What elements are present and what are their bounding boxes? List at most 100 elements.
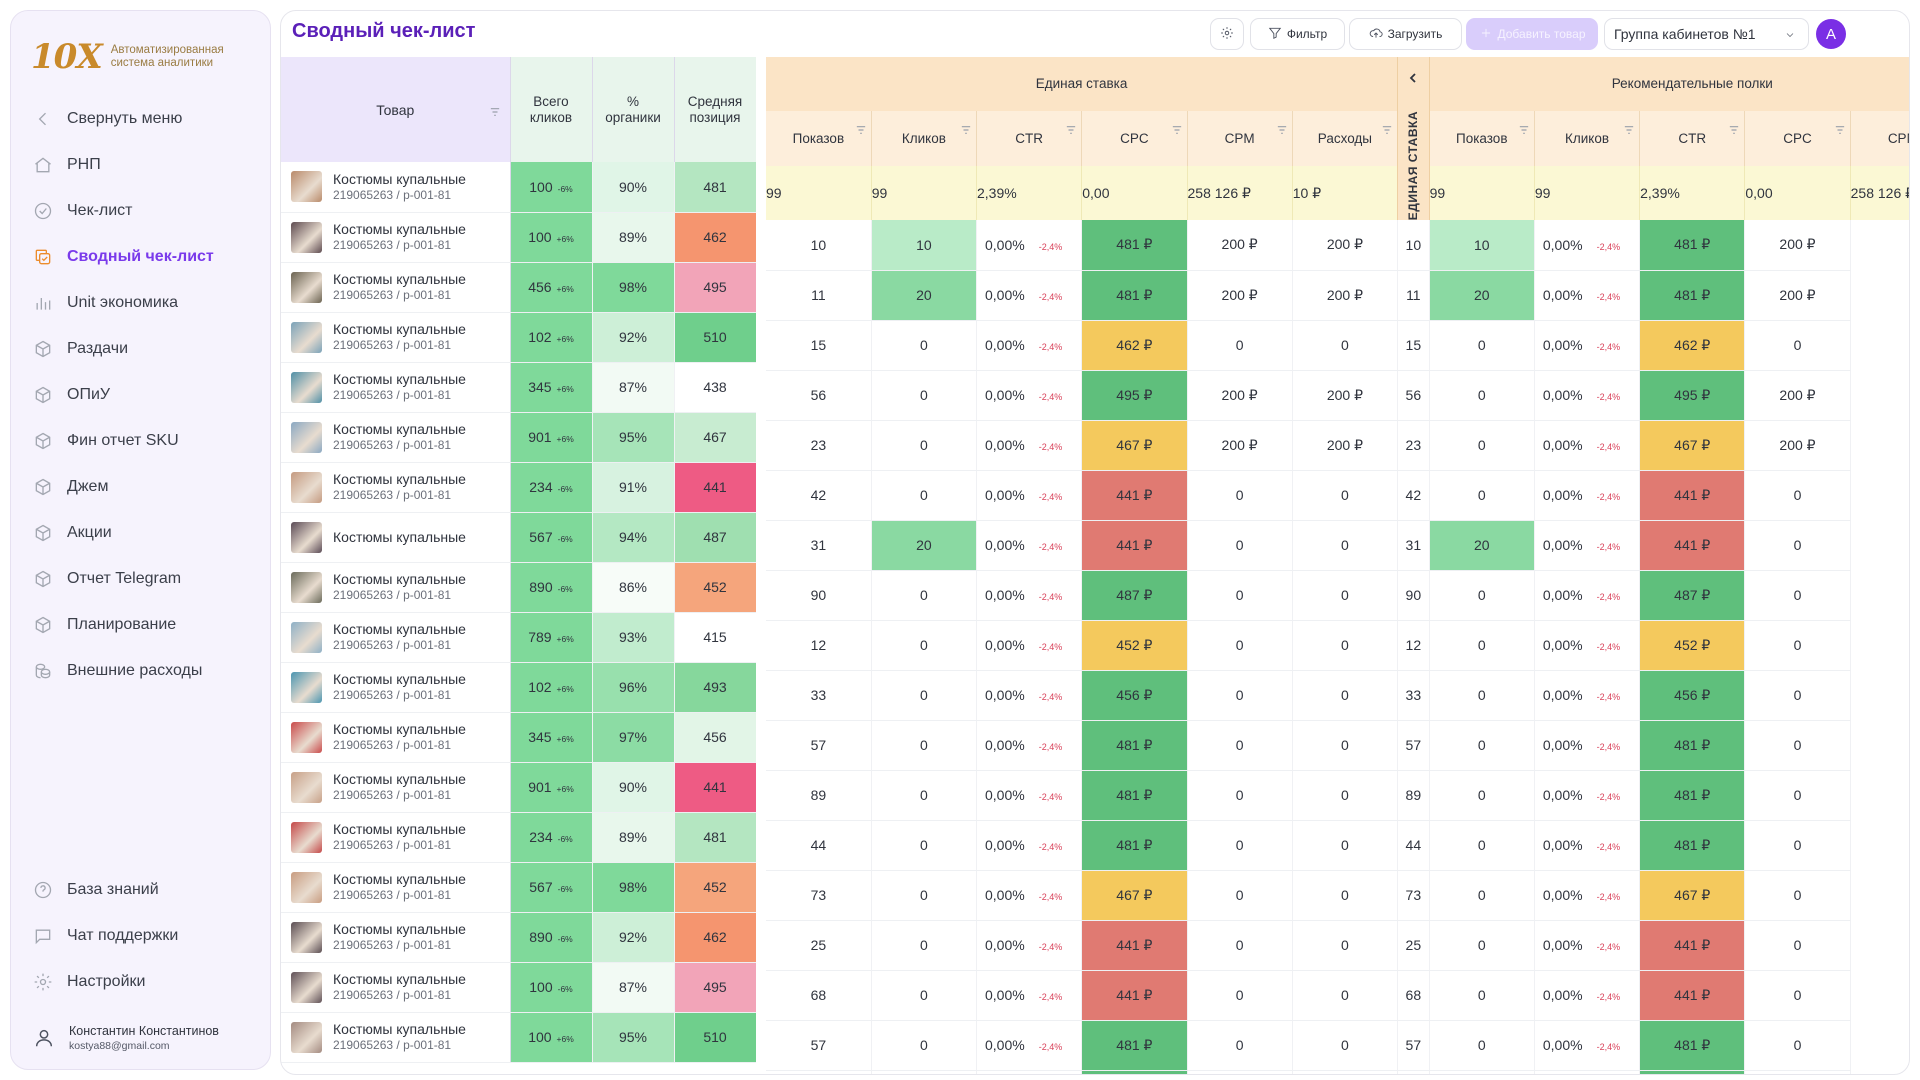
filter-icon[interactable] xyxy=(1835,123,1845,138)
table-row[interactable]: 56 0 0,00% -2,4% 495 ₽200 ₽200 ₽56 0 0,00% -2,4… xyxy=(766,370,1909,421)
product-cell[interactable]: Костюмы купальные 219065263 / p-001-81 xyxy=(281,562,511,613)
table-row[interactable]: Костюмы купальные 219065263 / p-001-81 234… xyxy=(281,812,756,863)
table-row[interactable]: 11 20 0,00% -2,4% 481 ₽200 ₽200 ₽11 20 0,00% -2… xyxy=(766,270,1909,321)
user-profile[interactable]: Константин Константинов kostya88@gmail.c… xyxy=(33,1023,219,1053)
product-cell[interactable]: Костюмы купальные 219065263 / p-001-81 xyxy=(281,762,511,813)
column-header-product[interactable]: Товар xyxy=(281,57,511,162)
upload-button[interactable]: Загрузить xyxy=(1349,18,1462,50)
product-cell[interactable]: Костюмы купальные 219065263 / p-001-81 xyxy=(281,612,511,663)
table-row[interactable]: Костюмы купальные 219065263 / p-001-81 100… xyxy=(281,1012,756,1063)
table-row[interactable]: 44 0 0,00% -2,4% 481 ₽0 0 44 0 0,00% -2,4% 481 ₽0 xyxy=(766,820,1909,871)
filter-icon[interactable] xyxy=(961,123,971,138)
product-cell[interactable]: Костюмы купальные 219065263 / p-001-81 xyxy=(281,662,511,713)
column-header-avg-position[interactable]: Средняя позиция xyxy=(674,57,756,162)
column-header-single-rate-4[interactable]: CPM xyxy=(1187,110,1293,167)
table-row[interactable]: 25 0 0,00% -2,4% 441 ₽0 0 25 0 0,00% -2,4% 441 ₽0 xyxy=(766,920,1909,971)
product-cell[interactable]: Костюмы купальные 219065263 / p-001-81 xyxy=(281,262,511,313)
product-cell[interactable]: Костюмы купальные 219065263 / p-001-81 xyxy=(281,962,511,1013)
sidebar-item-sidebar-items-12[interactable]: Внешние расходы xyxy=(23,648,260,694)
column-header-recommendations-2[interactable]: CTR xyxy=(1639,110,1746,167)
table-row[interactable]: Костюмы купальные 567 -6% 94% 487 xyxy=(281,512,756,563)
avatar[interactable]: A xyxy=(1816,19,1846,49)
cabinet-group-select[interactable]: Группа кабинетов №1 xyxy=(1604,18,1809,50)
sidebar-item-sidebar-bottom_items-0[interactable]: База знаний xyxy=(23,867,260,913)
table-row[interactable]: 10 10 0,00% -2,4% 481 ₽200 ₽200 ₽10 10 0,00% -2… xyxy=(766,220,1909,271)
sidebar-item-sidebar-items-7[interactable]: Фин отчет SKU xyxy=(23,418,260,464)
column-header-organic[interactable]: % органики xyxy=(592,57,675,162)
filter-icon[interactable] xyxy=(1519,123,1529,138)
table-row[interactable]: 90 0 0,00% -2,4% 487 ₽0 0 90 0 0,00% -2,4% 487 ₽0 xyxy=(766,570,1909,621)
sidebar-item-sidebar-items-5[interactable]: Раздачи xyxy=(23,326,260,372)
product-cell[interactable]: Костюмы купальные 219065263 / p-001-81 xyxy=(281,712,511,763)
column-header-single-rate-3[interactable]: CPC xyxy=(1081,110,1188,167)
table-row[interactable]: Костюмы купальные 219065263 / p-001-81 567… xyxy=(281,862,756,913)
filter-icon[interactable] xyxy=(1277,123,1287,138)
column-header-single-rate-5[interactable]: Расходы xyxy=(1292,110,1399,167)
table-row[interactable]: 15 0 0,00% -2,4% 462 ₽0 0 15 0 0,00% -2,4% 462 ₽0 xyxy=(766,320,1909,371)
sidebar-item-sidebar-bottom_items-1[interactable]: Чат поддержки xyxy=(23,913,260,959)
table-row[interactable]: Костюмы купальные 219065263 / p-001-81 100… xyxy=(281,962,756,1013)
filter-button[interactable]: Фильтр xyxy=(1250,18,1345,50)
sidebar-item-sidebar-items-1[interactable]: РНП xyxy=(23,142,260,188)
table-row[interactable]: Костюмы купальные 219065263 / p-001-81 789… xyxy=(281,612,756,663)
table-row[interactable]: Костюмы купальные 219065263 / p-001-81 890… xyxy=(281,912,756,963)
column-header-recommendations-0[interactable]: Показов xyxy=(1429,110,1535,167)
sidebar-item-sidebar-items-3[interactable]: Сводный чек-лист xyxy=(23,234,260,280)
filter-icon[interactable] xyxy=(1729,123,1739,138)
table-row[interactable]: 12 0 0,00% -2,4% 452 ₽0 0 12 0 0,00% -2,4% 452 ₽0 xyxy=(766,620,1909,671)
collapse-strip[interactable]: ЕДИНАЯ СТАВКА xyxy=(1397,57,1430,221)
table-row[interactable]: Костюмы купальные 219065263 / p-001-81 102… xyxy=(281,312,756,363)
table-row[interactable]: Костюмы купальные 219065263 / p-001-81 456… xyxy=(281,262,756,313)
column-header-recommendations-4[interactable]: CPM xyxy=(1850,110,1909,167)
product-cell[interactable]: Костюмы купальные 219065263 / p-001-81 xyxy=(281,312,511,363)
table-row[interactable]: 68 0 0,00% -2,4% 441 ₽0 0 68 0 0,00% -2,4% 441 ₽0 xyxy=(766,970,1909,1021)
table-row[interactable]: Костюмы купальные 219065263 / p-001-81 345… xyxy=(281,712,756,763)
table-row[interactable]: 42 0 0,00% -2,4% 441 ₽0 0 42 0 0,00% -2,4% 441 ₽0 xyxy=(766,470,1909,521)
product-cell[interactable]: Костюмы купальные 219065263 / p-001-81 xyxy=(281,1012,511,1063)
product-cell[interactable]: Костюмы купальные 219065263 / p-001-81 xyxy=(281,212,511,263)
sidebar-item-sidebar-items-4[interactable]: Unit экономика xyxy=(23,280,260,326)
product-cell[interactable]: Костюмы купальные 219065263 / p-001-81 xyxy=(281,462,511,513)
filter-icon[interactable] xyxy=(1066,123,1076,138)
filter-icon[interactable] xyxy=(490,104,500,120)
table-row[interactable]: 23 0 0,00% -2,4% 467 ₽200 ₽200 ₽23 0 0,00% -2,4… xyxy=(766,420,1909,471)
chevron-left-icon[interactable] xyxy=(1407,71,1419,88)
table-row[interactable]: Костюмы купальные 219065263 / p-001-81 102… xyxy=(281,662,756,713)
table-row[interactable]: Костюмы купальные 219065263 / p-001-81 901… xyxy=(281,762,756,813)
table-row[interactable]: 57 0 0,00% -2,4% 481 ₽0 0 57 0 0,00% -2,4% 481 ₽0 xyxy=(766,1020,1909,1071)
filter-icon[interactable] xyxy=(1172,123,1182,138)
column-header-single-rate-2[interactable]: CTR xyxy=(976,110,1083,167)
table-row[interactable]: Костюмы купальные 219065263 / p-001-81 234… xyxy=(281,462,756,513)
column-header-recommendations-1[interactable]: Кликов xyxy=(1534,110,1641,167)
filter-icon[interactable] xyxy=(856,123,866,138)
table-row[interactable]: Костюмы купальные 219065263 / p-001-81 890… xyxy=(281,562,756,613)
column-header-single-rate-1[interactable]: Кликов xyxy=(871,110,978,167)
sidebar-item-sidebar-items-9[interactable]: Акции xyxy=(23,510,260,556)
add-product-button[interactable]: Добавить товар xyxy=(1466,18,1598,50)
table-row[interactable]: 33 0 0,00% -2,4% 456 ₽0 0 33 0 0,00% -2,4% 456 ₽0 xyxy=(766,670,1909,721)
sidebar-item-sidebar-items-0[interactable]: Свернуть меню xyxy=(23,96,260,142)
product-cell[interactable]: Костюмы купальные 219065263 / p-001-81 xyxy=(281,912,511,963)
logo[interactable]: 10X Автоматизированная система аналитики xyxy=(31,37,251,77)
column-header-recommendations-3[interactable]: CPC xyxy=(1744,110,1851,167)
table-row[interactable]: Костюмы купальные 219065263 / p-001-81 901… xyxy=(281,412,756,463)
sidebar-item-sidebar-items-8[interactable]: Джем xyxy=(23,464,260,510)
settings-button[interactable] xyxy=(1210,18,1244,50)
filter-icon[interactable] xyxy=(1382,123,1392,138)
column-header-single-rate-0[interactable]: Показов xyxy=(766,110,872,167)
product-cell[interactable]: Костюмы купальные xyxy=(281,512,511,563)
column-header-total-clicks[interactable]: Всего кликов xyxy=(510,57,593,162)
product-cell[interactable]: Костюмы купальные 219065263 / p-001-81 xyxy=(281,362,511,413)
table-row[interactable]: Костюмы купальные 219065263 / p-001-81 100… xyxy=(281,212,756,263)
product-cell[interactable]: Костюмы купальные 219065263 / p-001-81 xyxy=(281,812,511,863)
filter-icon[interactable] xyxy=(1624,123,1634,138)
sidebar-item-sidebar-items-6[interactable]: ОПиУ xyxy=(23,372,260,418)
product-cell[interactable]: Костюмы купальные 219065263 / p-001-81 xyxy=(281,862,511,913)
table-row[interactable]: Костюмы купальные 219065263 / p-001-81 100… xyxy=(281,162,756,213)
table-row[interactable]: 73 0 0,00% -2,4% 467 ₽0 0 73 0 0,00% -2,4% 467 ₽0 xyxy=(766,870,1909,921)
sidebar-item-sidebar-bottom_items-2[interactable]: Настройки xyxy=(23,959,260,1005)
sidebar-item-sidebar-items-10[interactable]: Отчет Telegram xyxy=(23,556,260,602)
sidebar-item-sidebar-items-11[interactable]: Планирование xyxy=(23,602,260,648)
